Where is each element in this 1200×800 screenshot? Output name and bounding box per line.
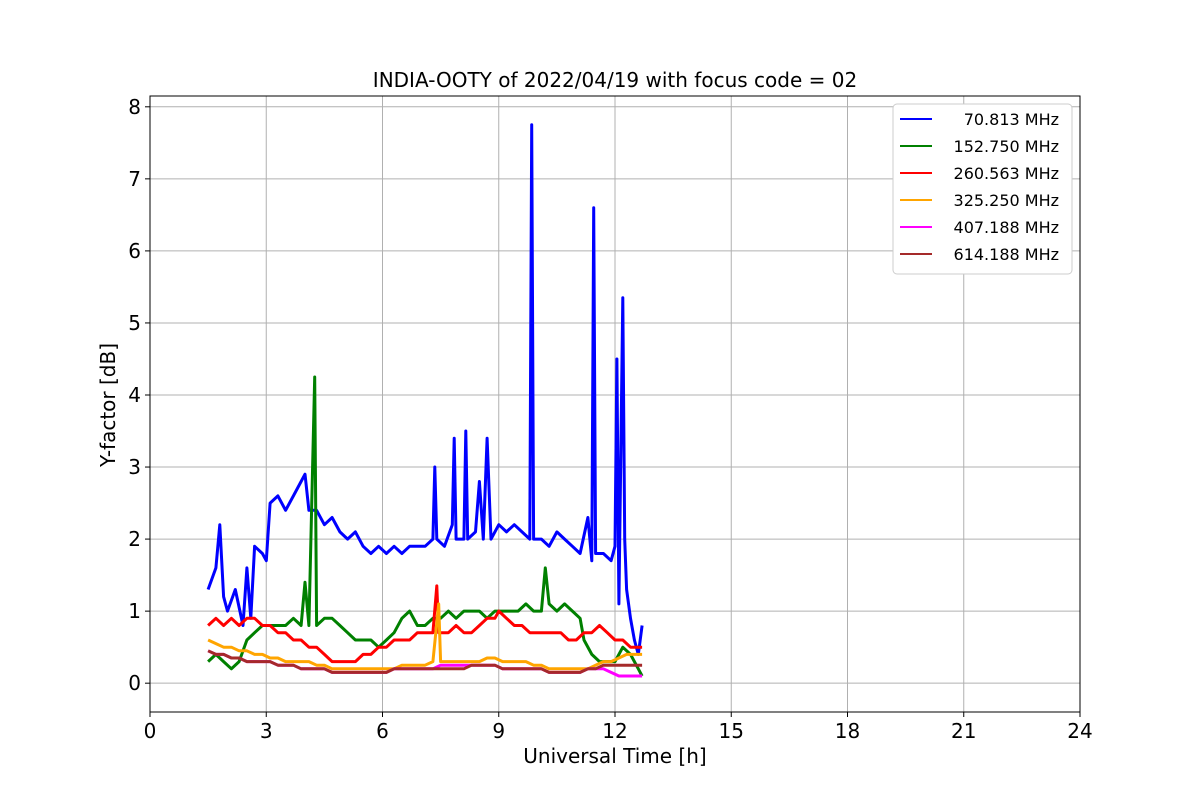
legend-label: 614.188 MHz — [954, 245, 1059, 264]
series-line-6 — [207, 649, 643, 674]
series-line-2 — [207, 375, 644, 677]
y-tick-label: 0 — [128, 671, 141, 695]
x-tick-label: 12 — [602, 719, 627, 743]
x-tick-label: 3 — [260, 719, 273, 743]
series-line-1 — [206, 123, 644, 656]
legend: 70.813 MHz 152.750 MHz 260.563 MHz 325.250 … — [892, 103, 1073, 275]
y-tick-label: 1 — [128, 599, 141, 623]
series-line-3 — [207, 584, 643, 664]
legend-label: 260.563 MHz — [954, 164, 1059, 183]
x-tick-label: 15 — [719, 719, 744, 743]
x-tick-label: 6 — [376, 719, 389, 743]
y-axis-label: Y-factor [dB] — [96, 343, 120, 468]
x-tick-label: 24 — [1067, 719, 1092, 743]
x-tick-label: 0 — [144, 719, 157, 743]
series-line-4 — [207, 602, 643, 671]
x-tick-label: 21 — [951, 719, 976, 743]
y-tick-label: 8 — [128, 95, 141, 119]
y-tick-label: 2 — [128, 527, 141, 551]
legend-label: 70.813 MHz — [964, 110, 1059, 129]
y-tick-label: 4 — [128, 383, 141, 407]
legend-label: 407.188 MHz — [954, 218, 1059, 237]
y-tick-label: 6 — [128, 239, 141, 263]
y-tick-label: 5 — [128, 311, 141, 335]
legend-label: 325.250 MHz — [954, 191, 1059, 210]
chart-title: INDIA-OOTY of 2022/04/19 with focus code… — [373, 68, 857, 92]
x-axis-label: Universal Time [h] — [523, 744, 706, 768]
y-tick-label: 7 — [128, 167, 141, 191]
x-tick-label: 18 — [835, 719, 860, 743]
x-tick-label: 9 — [492, 719, 505, 743]
legend-label: 152.750 MHz — [954, 137, 1059, 156]
series-lines — [206, 123, 644, 678]
legend-box — [892, 103, 1073, 275]
y-tick-label: 3 — [128, 455, 141, 479]
